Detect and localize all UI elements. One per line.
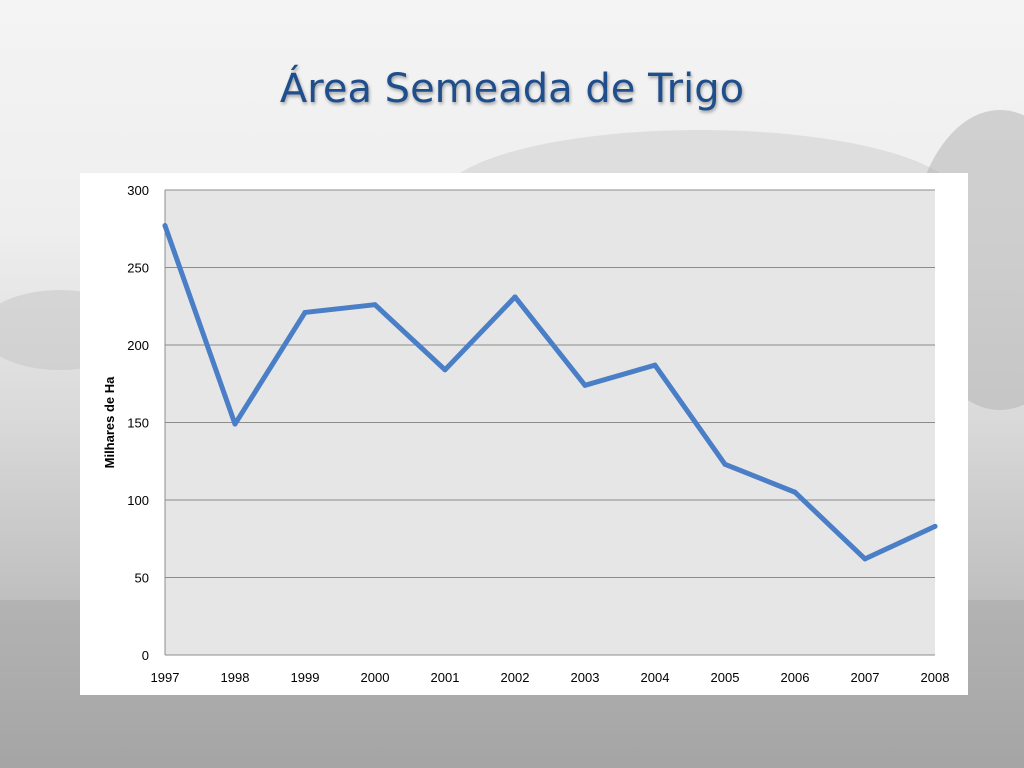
x-tick-label: 2000: [361, 670, 390, 685]
x-tick-label: 2008: [921, 670, 950, 685]
x-tick-label: 1998: [221, 670, 250, 685]
data-point: [442, 367, 448, 373]
y-axis-ticks: 0 50 100 150 200 250 300: [127, 183, 149, 663]
y-tick-label: 150: [127, 416, 149, 431]
series-layer: [162, 223, 938, 562]
data-point: [372, 302, 378, 308]
slide-title: Área Semeada de Trigo: [279, 66, 745, 112]
y-tick-label: 0: [142, 648, 149, 663]
data-point: [792, 489, 798, 495]
series-line: [162, 223, 938, 562]
y-tick-label: 300: [127, 183, 149, 198]
x-tick-label: 2004: [641, 670, 670, 685]
y-tick-label: 250: [127, 261, 149, 276]
chart-area: 0 50 100 150 200 250 300 1997 1998 1999 2000 2001 2…: [80, 173, 968, 695]
x-tick-label: 1997: [151, 670, 180, 685]
data-point: [512, 294, 518, 300]
data-point: [652, 362, 658, 368]
x-tick-label: 2005: [711, 670, 740, 685]
data-point: [162, 223, 168, 229]
y-axis-title: Milhares de Ha: [102, 376, 117, 469]
line-chart: 0 50 100 150 200 250 300 1997 1998 1999 2000 2001 2…: [102, 183, 950, 685]
data-point: [232, 421, 238, 427]
y-tick-label: 200: [127, 338, 149, 353]
data-point: [932, 523, 938, 529]
x-tick-label: 2006: [781, 670, 810, 685]
x-axis-ticks: 1997 1998 1999 2000 2001 2002 2003 2004 2005 2006…: [151, 670, 950, 685]
y-tick-label: 50: [135, 571, 149, 586]
x-tick-label: 2001: [431, 670, 460, 685]
x-tick-label: 2007: [851, 670, 880, 685]
data-point: [862, 556, 868, 562]
x-tick-label: 2002: [501, 670, 530, 685]
data-point: [302, 309, 308, 315]
x-tick-label: 2003: [571, 670, 600, 685]
data-point: [582, 382, 588, 388]
y-tick-label: 100: [127, 493, 149, 508]
x-tick-label: 1999: [291, 670, 320, 685]
data-point: [722, 461, 728, 467]
